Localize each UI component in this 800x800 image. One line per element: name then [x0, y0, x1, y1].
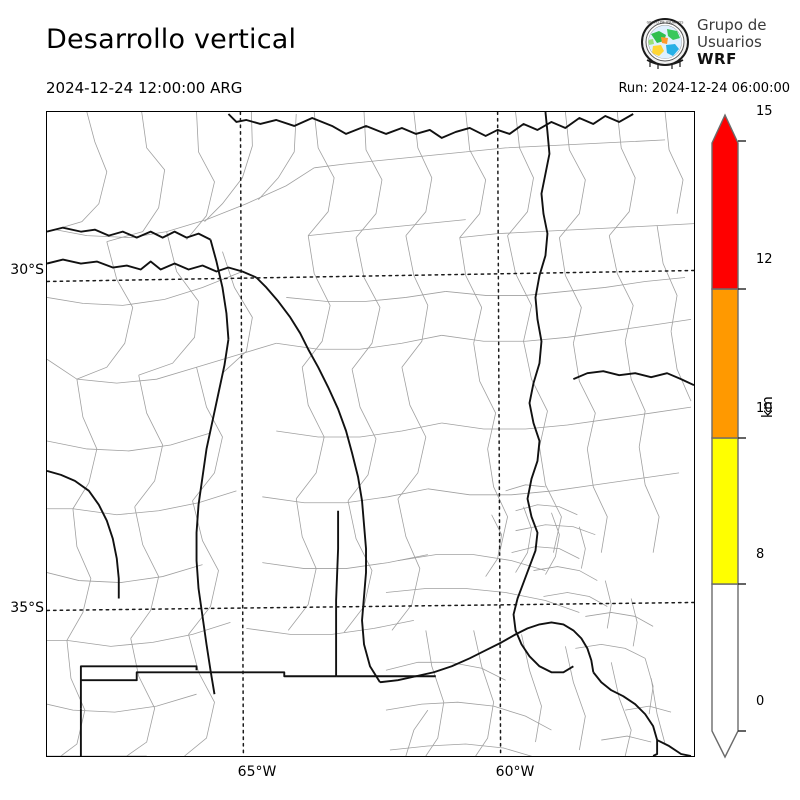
page-title: Desarrollo vertical — [46, 24, 297, 55]
run-time-label: Run: 2024-12-24 06:00:00 — [618, 81, 790, 96]
graticule-lines — [47, 112, 694, 756]
colorbar-graphic — [711, 113, 746, 759]
colorbar-unit-label: km — [760, 396, 776, 418]
colorbar-band-orange — [711, 288, 739, 439]
map-vector-layer — [47, 112, 694, 756]
ytick-30s: 30°S — [10, 262, 44, 278]
colorbar[interactable]: 15 12 10 8 0 — [711, 104, 773, 759]
ytick-35s: 35°S — [10, 600, 44, 616]
colorbar-tick-12: 12 — [756, 252, 773, 267]
valid-time-label: 2024-12-24 12:00:00 ARG — [46, 79, 243, 97]
svg-text:GRUPO DE USUARIOS: GRUPO DE USUARIOS — [647, 21, 684, 25]
logo-line-2: Usuarios — [697, 33, 762, 51]
colorbar-band-yellow — [711, 437, 739, 585]
logo-line-1: Grupo de — [697, 16, 767, 34]
colorbar-tick-15: 15 — [756, 104, 773, 119]
globe-emblem-icon: GRUPO DE USUARIOS — [641, 18, 689, 69]
colorbar-tick-10: 10 — [756, 401, 773, 416]
logo-wordmark: Grupo de Usuarios WRF — [697, 17, 767, 68]
province-borders — [47, 112, 694, 756]
xtick-60w: 60°W — [495, 764, 535, 780]
graticule-lat-35s — [47, 601, 694, 612]
department-borders — [47, 112, 694, 756]
colorbar-band-red — [711, 113, 739, 290]
graticule-lon-60w — [496, 112, 502, 756]
colorbar-tick-8: 8 — [756, 547, 765, 562]
graticule-lon-65w — [239, 112, 245, 756]
logo-line-3: WRF — [697, 50, 737, 68]
map-plot-area[interactable] — [46, 111, 695, 757]
colorbar-band-white — [711, 583, 739, 759]
xtick-65w: 65°W — [237, 764, 277, 780]
colorbar-tick-0: 0 — [756, 694, 765, 709]
graticule-lat-30s — [47, 269, 694, 283]
brand-logo: GRUPO DE USUARIOS Grupo de Usuarios WRF — [637, 16, 795, 74]
